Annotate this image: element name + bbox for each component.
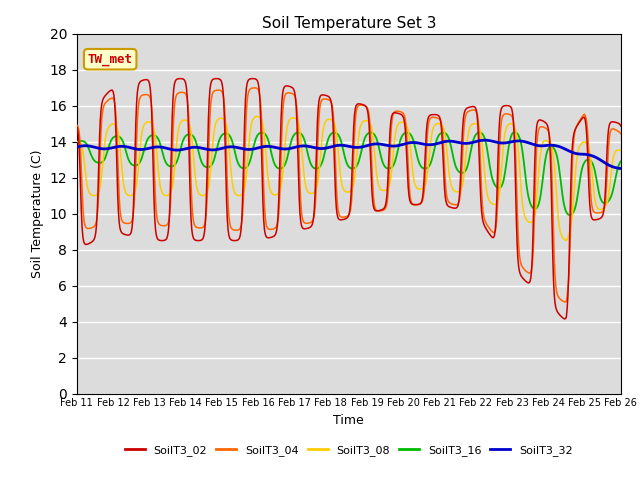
SoilT3_08 [617, 148, 625, 154]
SoilT3_02 [431, 112, 439, 118]
SoilT3_08 [139, 126, 147, 132]
SoilT3_16 [73, 140, 81, 145]
Text: TW_met: TW_met [88, 53, 132, 66]
SoilT3_16 [566, 212, 574, 218]
SoilT3_08 [73, 139, 81, 144]
SoilT3_32 [481, 137, 488, 143]
SoilT3_16 [617, 158, 625, 164]
SoilT3_02 [73, 124, 81, 130]
Line: SoilT3_04: SoilT3_04 [77, 88, 621, 302]
SoilT3_16 [83, 141, 90, 147]
SoilT3_32 [617, 166, 625, 171]
SoilT3_02 [195, 238, 202, 243]
Title: Soil Temperature Set 3: Soil Temperature Set 3 [262, 16, 436, 31]
SoilT3_02 [139, 77, 147, 83]
Line: SoilT3_02: SoilT3_02 [77, 79, 621, 319]
SoilT3_04 [73, 122, 81, 128]
SoilT3_32 [223, 144, 230, 150]
SoilT3_04 [139, 92, 147, 98]
SoilT3_02 [416, 201, 424, 207]
SoilT3_08 [254, 114, 262, 120]
Legend: SoilT3_02, SoilT3_04, SoilT3_08, SoilT3_16, SoilT3_32: SoilT3_02, SoilT3_04, SoilT3_08, SoilT3_… [120, 440, 577, 460]
SoilT3_02 [177, 76, 184, 82]
SoilT3_16 [223, 131, 230, 136]
SoilT3_08 [194, 188, 202, 194]
SoilT3_04 [562, 299, 570, 305]
SoilT3_08 [83, 180, 90, 185]
SoilT3_32 [194, 144, 202, 150]
SoilT3_02 [617, 123, 625, 129]
Line: SoilT3_16: SoilT3_16 [77, 132, 621, 215]
SoilT3_32 [73, 144, 81, 150]
SoilT3_08 [223, 123, 230, 129]
SoilT3_16 [194, 146, 202, 152]
SoilT3_02 [561, 316, 569, 322]
SoilT3_32 [431, 141, 438, 147]
SoilT3_02 [83, 241, 90, 247]
SoilT3_32 [415, 140, 422, 146]
SoilT3_02 [223, 217, 231, 223]
SoilT3_04 [251, 85, 259, 91]
Line: SoilT3_08: SoilT3_08 [77, 117, 621, 240]
SoilT3_04 [431, 115, 439, 120]
SoilT3_16 [139, 152, 147, 158]
SoilT3_16 [431, 145, 438, 151]
SoilT3_04 [83, 225, 90, 231]
SoilT3_04 [416, 201, 424, 207]
SoilT3_04 [194, 225, 202, 230]
SoilT3_08 [431, 121, 439, 127]
SoilT3_04 [617, 131, 625, 136]
SoilT3_08 [563, 238, 570, 243]
X-axis label: Time: Time [333, 414, 364, 427]
SoilT3_04 [223, 157, 230, 163]
SoilT3_16 [415, 159, 422, 165]
SoilT3_08 [416, 186, 424, 192]
SoilT3_32 [83, 143, 90, 149]
SoilT3_32 [139, 146, 147, 152]
Y-axis label: Soil Temperature (C): Soil Temperature (C) [31, 149, 44, 278]
Line: SoilT3_32: SoilT3_32 [77, 140, 621, 168]
SoilT3_16 [511, 129, 518, 135]
